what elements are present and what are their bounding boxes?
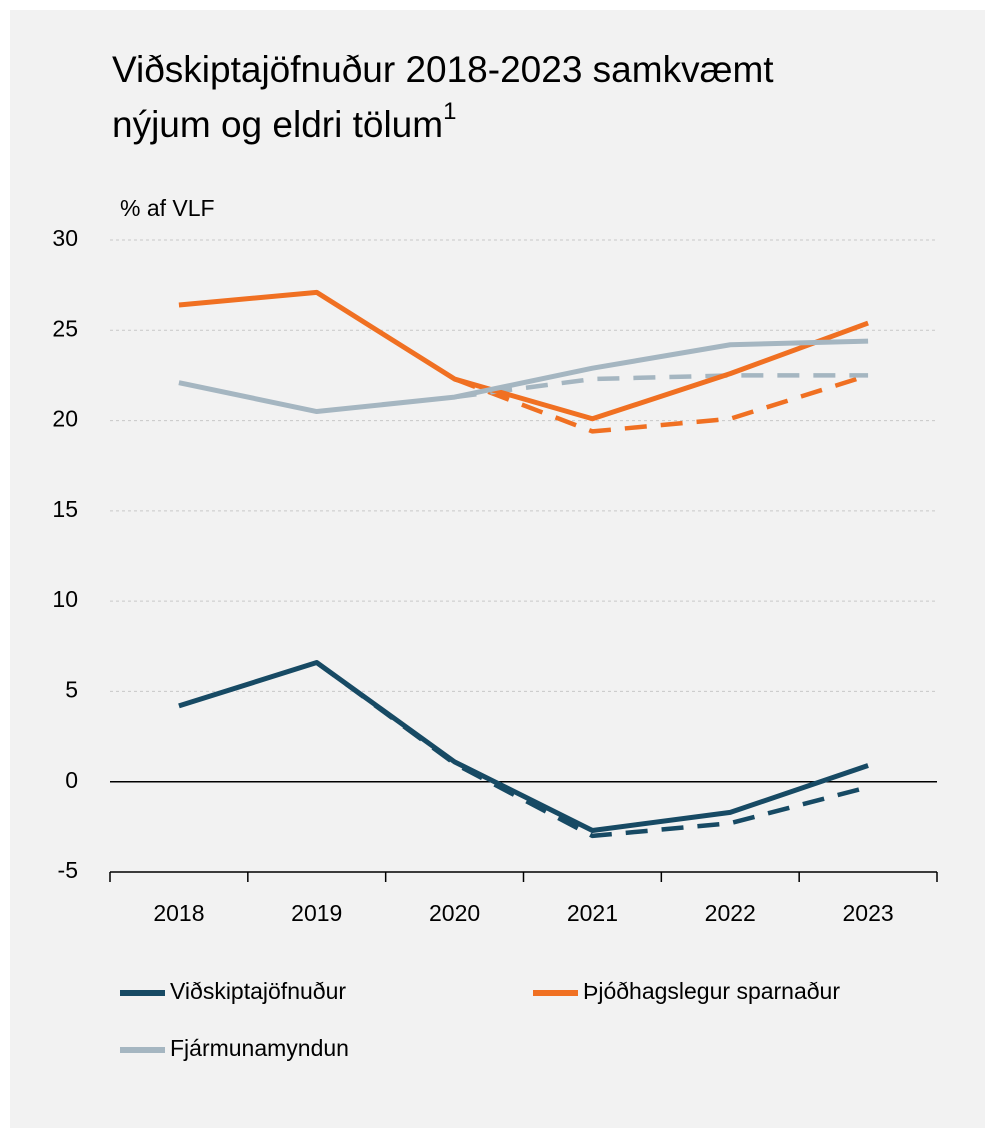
legend-label: Viðskiptajöfnuður <box>170 978 346 1004</box>
y-tick-label: 0 <box>65 767 78 793</box>
legend-label: Þjóðhagslegur sparnaður <box>583 978 840 1004</box>
dashed-line <box>454 373 869 400</box>
y-tick-label: 5 <box>65 677 78 703</box>
x-tick-label: 2020 <box>429 900 480 926</box>
x-tick-label: 2018 <box>153 900 204 926</box>
legend-label: Fjármunamyndun <box>170 1035 349 1061</box>
panel <box>10 10 985 1128</box>
y-tick-label: 15 <box>52 496 78 522</box>
x-tick-label: 2023 <box>842 900 893 926</box>
x-tick-label: 2022 <box>705 900 756 926</box>
chart-title: Viðskiptajöfnuður 2018-2023 samkvæmt <box>112 49 774 90</box>
dashed-line <box>453 373 869 434</box>
chart-title-line: nýjum og eldri tölum <box>112 104 443 145</box>
footnote-marker: 1 <box>443 98 456 125</box>
y-tick-label: 30 <box>52 225 78 251</box>
line <box>178 289 869 422</box>
line <box>178 660 869 833</box>
y-tick-label: 25 <box>52 315 78 341</box>
x-tick-label: 2019 <box>291 900 342 926</box>
y-axis-label: % af VLF <box>120 195 215 221</box>
line <box>178 338 869 415</box>
y-tick-label: 20 <box>52 406 78 432</box>
y-tick-label: -5 <box>58 857 78 883</box>
chart-title: nýjum og eldri tölum1 <box>112 98 456 144</box>
y-tick-label: 10 <box>52 586 78 612</box>
x-tick-label: 2021 <box>567 900 618 926</box>
